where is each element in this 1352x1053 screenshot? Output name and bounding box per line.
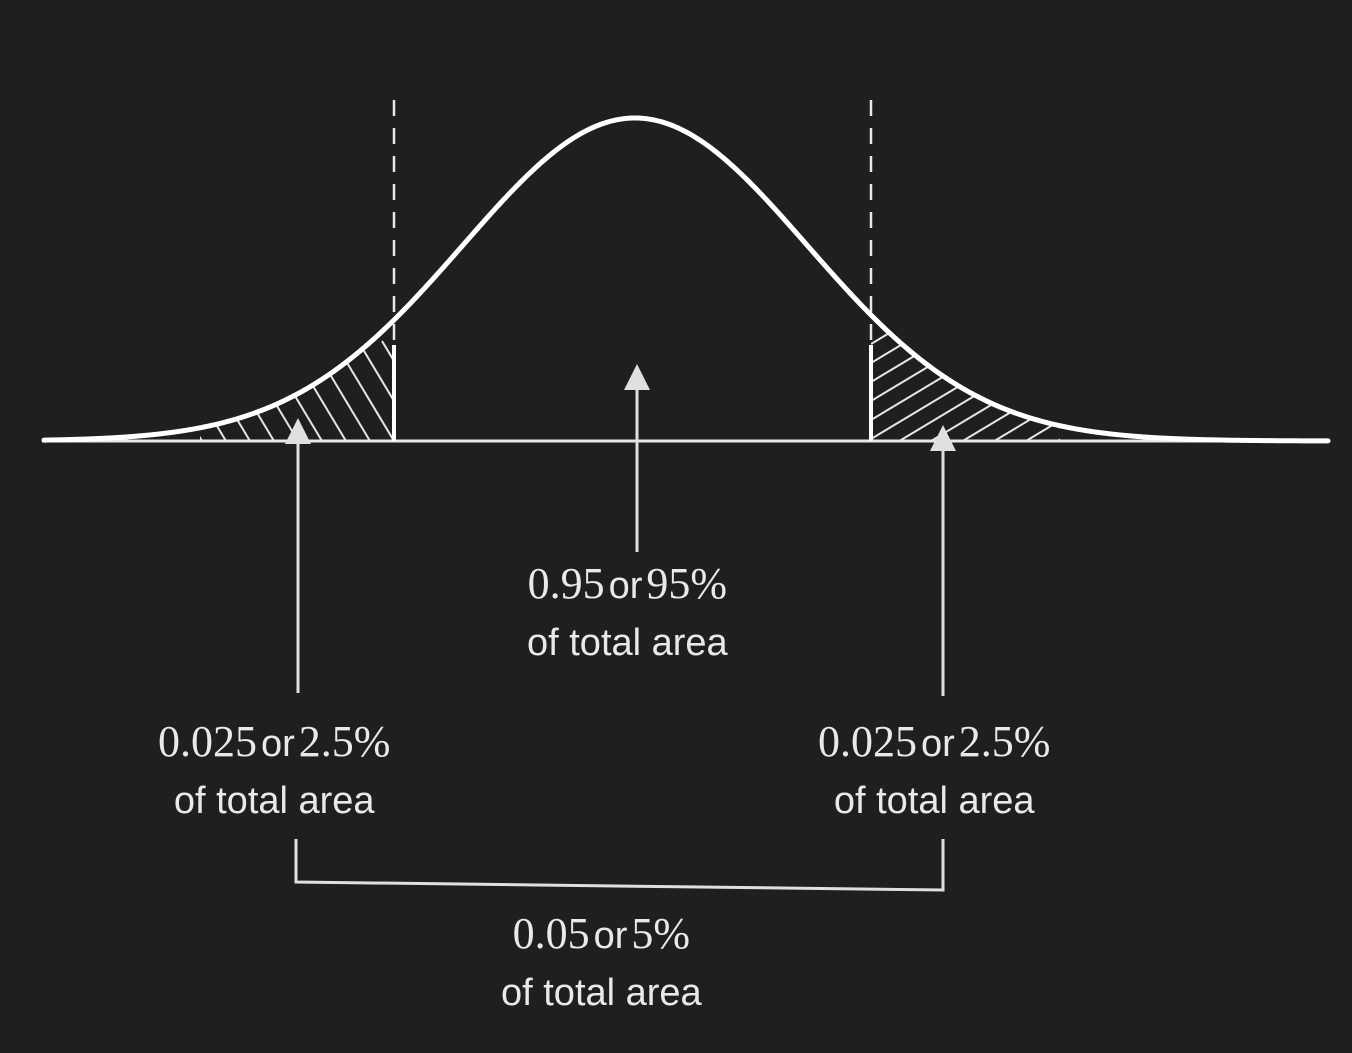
both-value-decimal: 0.05 xyxy=(512,909,590,958)
hatch-line xyxy=(237,340,299,441)
both-or: or xyxy=(593,915,628,957)
hatch-line xyxy=(871,413,1060,441)
hatch-line xyxy=(213,340,275,441)
hatch-line xyxy=(871,432,1060,441)
both-tails-label: 0.05 or 5% of total area xyxy=(501,912,702,1036)
right-tail-arrow-head xyxy=(930,425,956,451)
hatch-line xyxy=(22,341,82,441)
hatch-line xyxy=(200,340,203,441)
center-area-label: 0.95 or 95% of total area xyxy=(527,562,728,686)
left-tail-hatching xyxy=(22,340,490,441)
hatch-line xyxy=(871,490,1071,610)
hatch-line xyxy=(357,340,394,441)
right-value-decimal: 0.025 xyxy=(818,717,917,766)
center-value-percent: 95% xyxy=(646,559,728,608)
hatch-line xyxy=(430,341,490,441)
hatch-line xyxy=(871,509,1071,629)
hatch-line xyxy=(871,314,1060,383)
hatch-line xyxy=(871,394,1060,441)
hatch-line xyxy=(871,314,1060,345)
hatch-line xyxy=(871,528,1071,648)
right-tail-label: 0.025 or 2.5% of total area xyxy=(818,720,1050,844)
right-value-percent: 2.5% xyxy=(958,717,1051,766)
hatch-line xyxy=(871,356,1060,441)
right-caption: of total area xyxy=(833,780,1035,822)
hatch-line xyxy=(871,314,1060,421)
tails-bracket xyxy=(294,839,945,892)
hatch-line xyxy=(46,341,106,441)
left-value-decimal: 0.025 xyxy=(158,717,257,766)
hatch-line xyxy=(261,340,323,441)
right-tail-hatching xyxy=(871,314,1071,667)
center-arrow-head xyxy=(624,364,650,390)
hatch-line xyxy=(406,341,466,441)
hatch-line xyxy=(381,340,394,441)
right-or: or xyxy=(921,723,955,765)
hatch-line xyxy=(94,341,154,441)
center-caption: of total area xyxy=(527,622,728,664)
hatch-line xyxy=(871,547,1071,667)
hatch-line xyxy=(871,471,1071,591)
hatch-line xyxy=(309,340,371,441)
hatch-line xyxy=(871,452,1071,572)
center-value-decimal: 0.95 xyxy=(527,559,605,608)
center-or: or xyxy=(608,565,643,607)
left-tail-arrow-head xyxy=(285,418,311,444)
hatch-line xyxy=(70,341,130,441)
left-tail-label: 0.025 or 2.5% of total area xyxy=(158,720,390,844)
hatch-line xyxy=(333,340,394,441)
hatch-line xyxy=(118,341,178,441)
both-caption: of total area xyxy=(501,972,702,1014)
left-caption: of total area xyxy=(173,780,375,822)
both-value-percent: 5% xyxy=(631,909,691,958)
left-value-percent: 2.5% xyxy=(298,717,391,766)
left-or: or xyxy=(261,723,295,765)
bell-curve xyxy=(41,115,1331,444)
